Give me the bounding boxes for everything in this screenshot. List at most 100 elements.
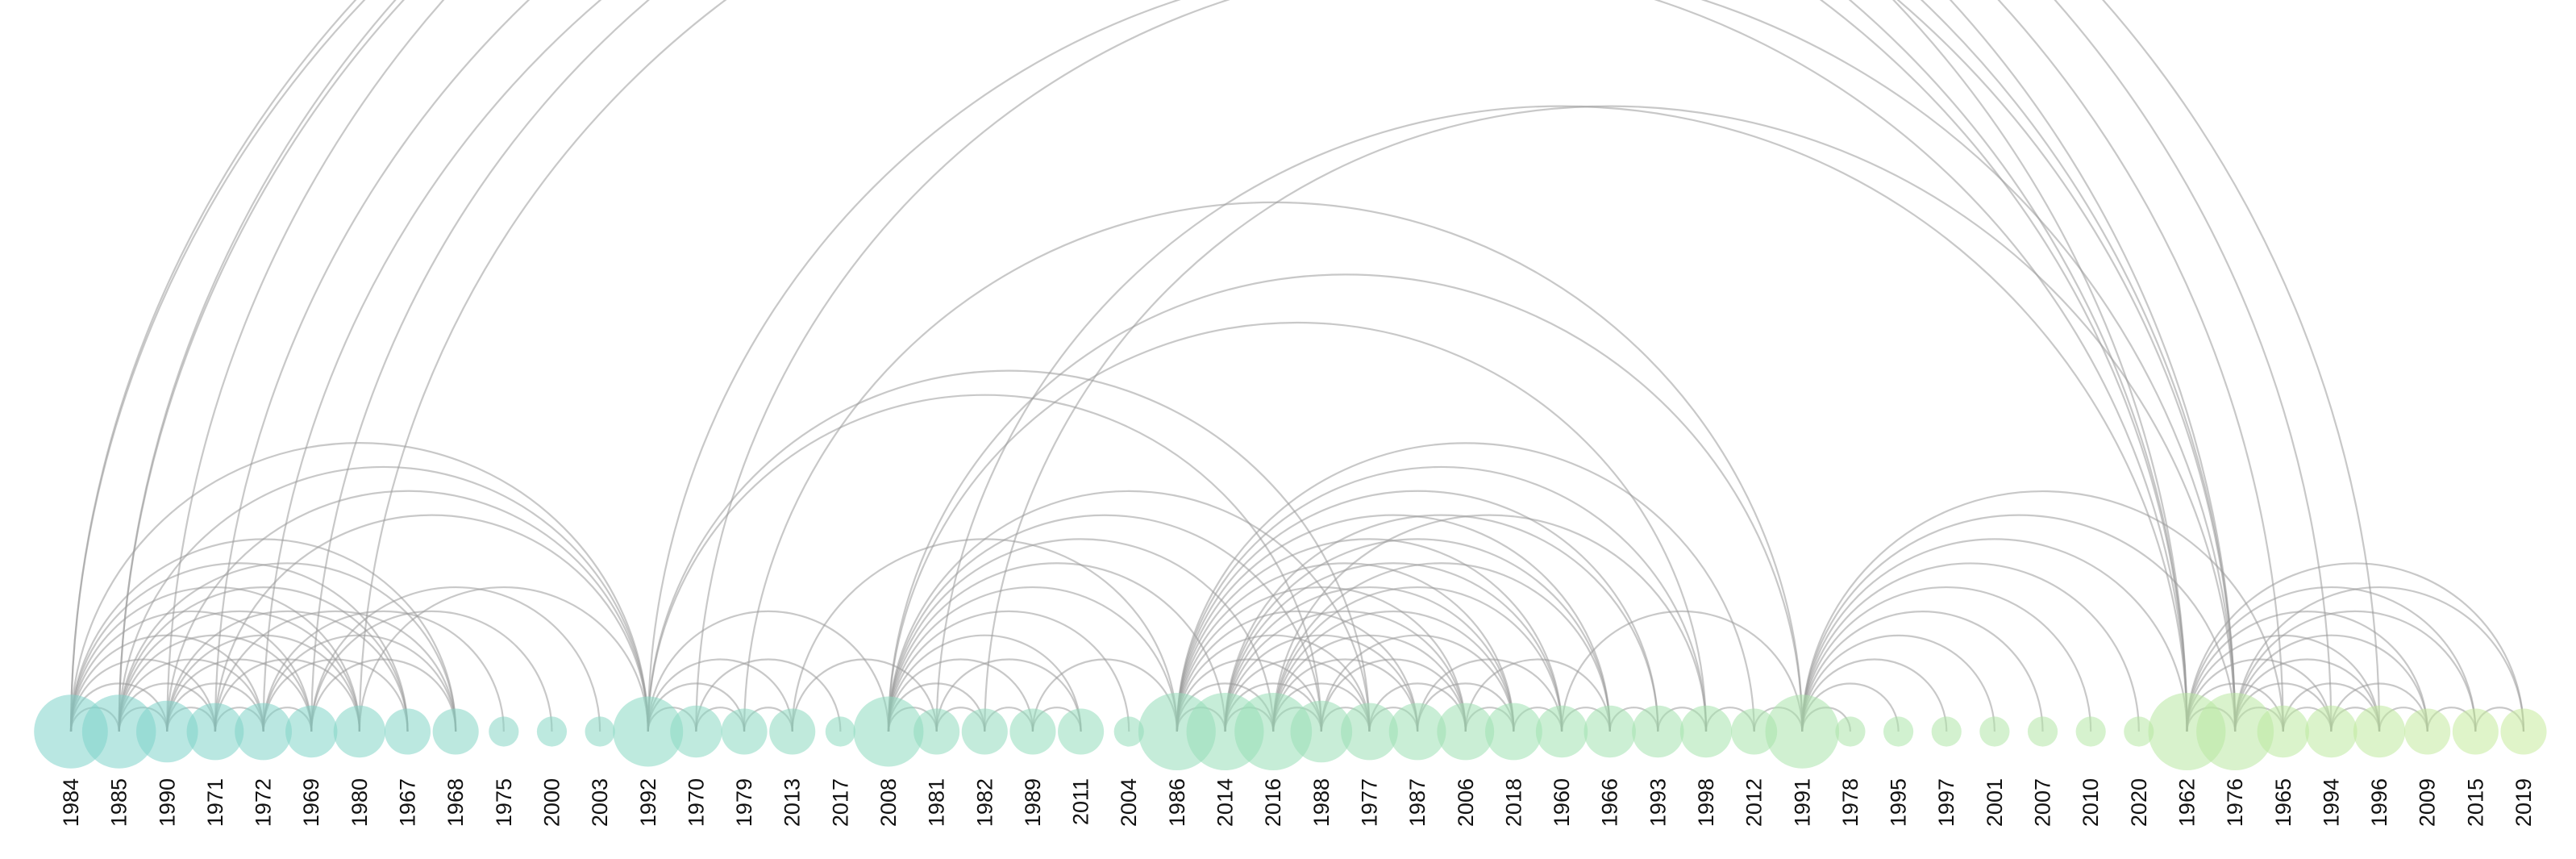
node-1988[interactable] bbox=[1290, 700, 1353, 763]
node-1960[interactable] bbox=[1535, 705, 1588, 758]
label-2010: 2010 bbox=[2079, 778, 2103, 827]
links-layer bbox=[71, 0, 2525, 732]
label-1987: 1987 bbox=[1405, 778, 1429, 827]
node-1978[interactable] bbox=[1835, 716, 1866, 747]
link-1985-1980 bbox=[118, 611, 360, 732]
link-2006-1966 bbox=[1464, 658, 1611, 732]
link-1990-1992 bbox=[166, 490, 649, 732]
link-1972-1975 bbox=[262, 610, 505, 732]
link-1976-2019 bbox=[2234, 586, 2525, 732]
link-1985-1992 bbox=[118, 465, 649, 732]
node-1990[interactable] bbox=[135, 700, 198, 763]
link-1970-1976 bbox=[695, 0, 2237, 732]
label-1990: 1990 bbox=[155, 778, 179, 827]
node-2009[interactable] bbox=[2404, 708, 2451, 755]
node-1979[interactable] bbox=[721, 708, 768, 755]
label-1981: 1981 bbox=[925, 778, 949, 827]
node-1971[interactable] bbox=[186, 703, 244, 761]
label-1997: 1997 bbox=[1934, 778, 1958, 827]
label-2017: 2017 bbox=[828, 778, 852, 827]
link-2014-1960 bbox=[1224, 562, 1563, 732]
label-1989: 1989 bbox=[1021, 778, 1045, 827]
link-1969-2003 bbox=[310, 586, 601, 732]
link-2016-2018 bbox=[1272, 611, 1515, 732]
label-2016: 2016 bbox=[1261, 778, 1285, 827]
node-1982[interactable] bbox=[961, 708, 1008, 755]
label-1986: 1986 bbox=[1165, 778, 1189, 827]
link-1971-1968 bbox=[214, 611, 457, 732]
label-2008: 2008 bbox=[876, 778, 901, 827]
node-1996[interactable] bbox=[2353, 705, 2406, 758]
label-1984: 1984 bbox=[59, 778, 83, 827]
label-1993: 1993 bbox=[1646, 778, 1670, 827]
link-1980-1962 bbox=[358, 0, 2188, 732]
link-2016-1998 bbox=[1273, 515, 1706, 732]
node-1980[interactable] bbox=[333, 705, 386, 758]
link-1971-1992 bbox=[214, 514, 649, 732]
node-1987[interactable] bbox=[1388, 703, 1446, 761]
node-2018[interactable] bbox=[1485, 703, 1542, 761]
node-1981[interactable] bbox=[913, 708, 960, 755]
link-1992-1988 bbox=[648, 395, 1321, 732]
link-2008-1986 bbox=[887, 586, 1178, 732]
node-1989[interactable] bbox=[1009, 708, 1056, 755]
node-2003[interactable] bbox=[585, 716, 615, 747]
label-1970: 1970 bbox=[684, 778, 708, 827]
node-2004[interactable] bbox=[1113, 716, 1144, 747]
link-1987-1960 bbox=[1417, 658, 1563, 732]
link-1972-1962 bbox=[262, 0, 2188, 732]
link-1976-2015 bbox=[2234, 611, 2477, 732]
node-1972[interactable] bbox=[235, 703, 292, 761]
node-2008[interactable] bbox=[853, 696, 924, 767]
link-1986-2006 bbox=[1176, 586, 1467, 732]
label-2020: 2020 bbox=[2127, 778, 2151, 827]
node-1965[interactable] bbox=[2257, 705, 2309, 758]
node-1966[interactable] bbox=[1583, 705, 1636, 758]
label-1968: 1968 bbox=[443, 778, 468, 827]
node-2007[interactable] bbox=[2027, 716, 2058, 747]
node-1994[interactable] bbox=[2305, 705, 2358, 758]
link-1986-1998 bbox=[1176, 465, 1708, 732]
node-1997[interactable] bbox=[1931, 716, 1962, 747]
link-1986-1993 bbox=[1176, 490, 1659, 732]
node-2016[interactable] bbox=[1234, 693, 1313, 770]
node-2001[interactable] bbox=[1979, 716, 2010, 747]
node-2010[interactable] bbox=[2075, 716, 2106, 747]
node-2013[interactable] bbox=[769, 708, 816, 755]
node-2019[interactable] bbox=[2500, 708, 2547, 755]
label-2019: 2019 bbox=[2511, 778, 2536, 827]
node-1985[interactable] bbox=[81, 694, 156, 769]
node-1991[interactable] bbox=[1765, 694, 1840, 769]
link-1969-1976 bbox=[310, 0, 2237, 732]
label-2003: 2003 bbox=[588, 778, 612, 827]
node-2012[interactable] bbox=[1731, 708, 1778, 755]
link-1991-2001 bbox=[1801, 634, 1995, 732]
label-1998: 1998 bbox=[1694, 778, 1718, 827]
link-1984-1962 bbox=[71, 0, 2187, 732]
node-1995[interactable] bbox=[1883, 716, 1914, 747]
node-1977[interactable] bbox=[1341, 703, 1398, 761]
node-1967[interactable] bbox=[384, 708, 431, 755]
label-1991: 1991 bbox=[1790, 778, 1814, 827]
label-1994: 1994 bbox=[2319, 778, 2343, 827]
node-2017[interactable] bbox=[825, 716, 855, 747]
node-2011[interactable] bbox=[1058, 708, 1105, 755]
node-2006[interactable] bbox=[1437, 703, 1495, 761]
node-1968[interactable] bbox=[432, 708, 479, 755]
node-1975[interactable] bbox=[489, 716, 519, 747]
node-1970[interactable] bbox=[670, 705, 722, 758]
label-1978: 1978 bbox=[1838, 778, 1862, 827]
link-1969-1968 bbox=[310, 658, 457, 732]
label-1971: 1971 bbox=[203, 778, 227, 827]
node-1976[interactable] bbox=[2196, 693, 2274, 770]
node-2000[interactable] bbox=[536, 716, 568, 747]
node-1992[interactable] bbox=[613, 696, 684, 767]
label-2000: 2000 bbox=[539, 778, 564, 827]
node-1969[interactable] bbox=[285, 705, 338, 758]
label-1982: 1982 bbox=[972, 778, 997, 827]
node-2015[interactable] bbox=[2452, 708, 2499, 755]
node-1993[interactable] bbox=[1632, 705, 1684, 758]
node-1998[interactable] bbox=[1679, 705, 1733, 758]
link-1985-1994 bbox=[118, 0, 2333, 732]
node-2020[interactable] bbox=[2124, 716, 2154, 747]
